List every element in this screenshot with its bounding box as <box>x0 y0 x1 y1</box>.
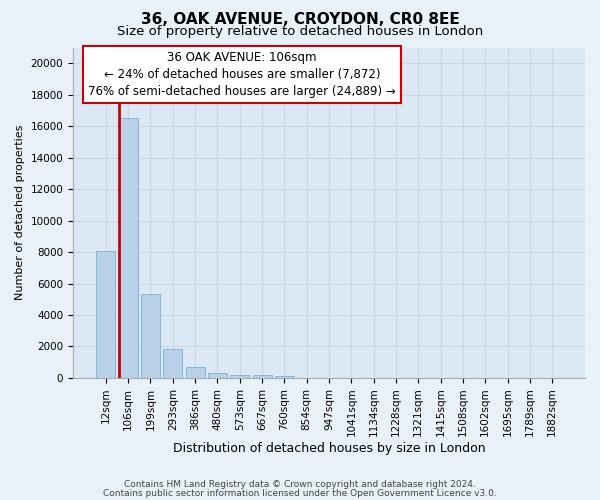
Bar <box>208 373 227 378</box>
Bar <box>275 376 294 378</box>
Text: Contains public sector information licensed under the Open Government Licence v3: Contains public sector information licen… <box>103 489 497 498</box>
Bar <box>96 252 115 378</box>
Text: Contains HM Land Registry data © Crown copyright and database right 2024.: Contains HM Land Registry data © Crown c… <box>124 480 476 489</box>
Bar <box>141 294 160 378</box>
Text: Size of property relative to detached houses in London: Size of property relative to detached ho… <box>117 25 483 38</box>
Bar <box>185 367 205 378</box>
Bar <box>253 375 272 378</box>
Text: 36, OAK AVENUE, CROYDON, CR0 8EE: 36, OAK AVENUE, CROYDON, CR0 8EE <box>140 12 460 28</box>
Y-axis label: Number of detached properties: Number of detached properties <box>15 125 25 300</box>
Bar <box>230 374 249 378</box>
Text: 36 OAK AVENUE: 106sqm
← 24% of detached houses are smaller (7,872)
76% of semi-d: 36 OAK AVENUE: 106sqm ← 24% of detached … <box>88 51 396 98</box>
Bar <box>119 118 137 378</box>
X-axis label: Distribution of detached houses by size in London: Distribution of detached houses by size … <box>173 442 485 455</box>
Bar <box>163 348 182 378</box>
